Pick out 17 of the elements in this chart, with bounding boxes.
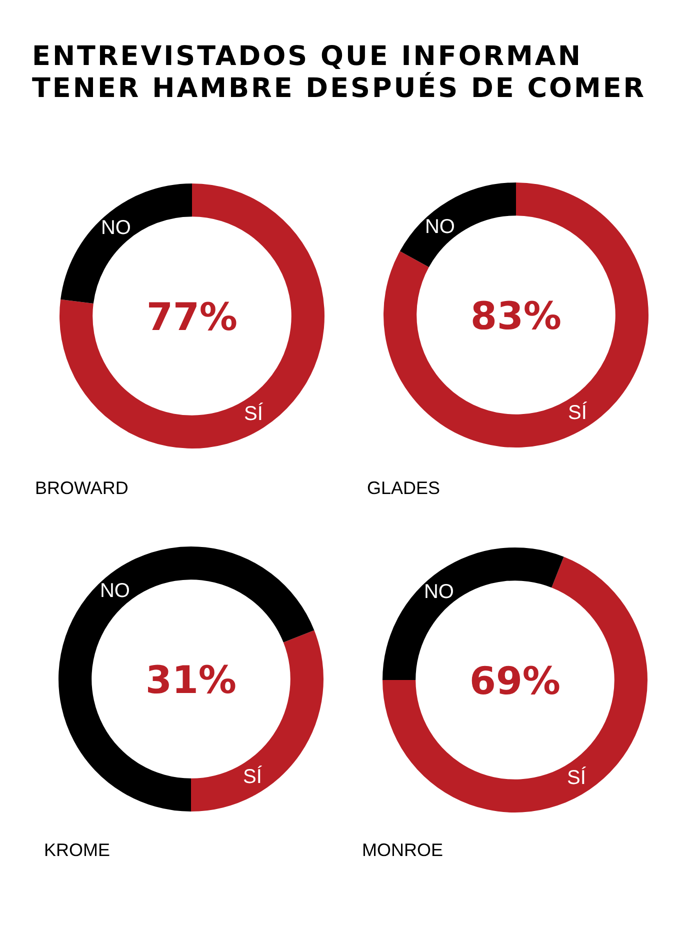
- data-label: 69%: [470, 659, 560, 703]
- slice-label: NO: [99, 580, 130, 602]
- slice-label: SÍ: [242, 764, 262, 788]
- data-label: 77%: [146, 295, 237, 339]
- slice-label: NO: [424, 581, 454, 604]
- text: ENTREVISTADOS QUE INFORMAN TENER HAMBRE DESPUÉS DE COMER: [32, 41, 648, 105]
- slice-label: NO: [100, 217, 130, 240]
- data-label: 31%: [145, 658, 236, 702]
- text: BROWARD: [35, 478, 128, 498]
- slice-label: SÍ: [243, 402, 263, 425]
- text: KROME: [44, 840, 110, 860]
- slice-label: SÍ: [566, 766, 586, 789]
- data-label: 83%: [470, 294, 561, 338]
- text: MONROE: [362, 840, 443, 860]
- slice-label: NO: [424, 216, 454, 238]
- text: GLADES: [367, 478, 440, 498]
- slice-label: SÍ: [567, 400, 587, 424]
